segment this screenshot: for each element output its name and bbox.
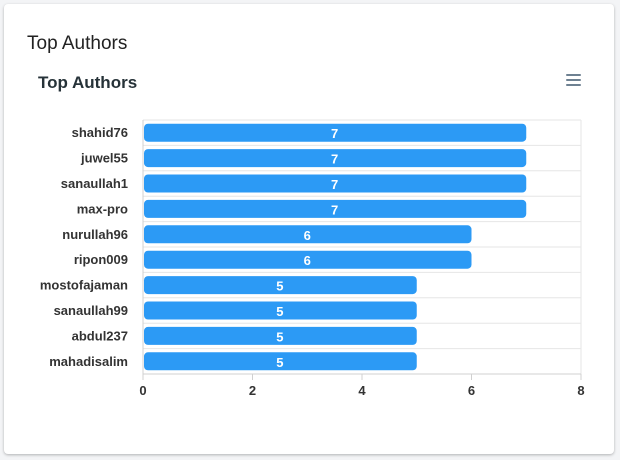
menu-line (566, 84, 581, 86)
data-label: 5 (276, 304, 283, 319)
bar (144, 199, 527, 218)
bar (144, 352, 417, 371)
bar (144, 276, 417, 295)
category-label: mostofajaman (40, 278, 128, 293)
data-label: 6 (304, 253, 311, 268)
x-tick-label: 4 (358, 383, 366, 398)
x-tick-label: 0 (139, 383, 146, 398)
bar (144, 301, 417, 320)
chart-title: Top Authors (38, 73, 138, 92)
category-label: juwel55 (80, 151, 128, 166)
bar (144, 174, 527, 193)
category-label: nurullah96 (62, 227, 128, 242)
data-label: 6 (304, 228, 311, 243)
menu-line (566, 74, 581, 76)
bar (144, 123, 527, 142)
bar (144, 225, 472, 244)
hamburger-menu-icon[interactable] (563, 71, 585, 91)
x-tick-label: 6 (468, 383, 475, 398)
card-title: Top Authors (27, 33, 128, 54)
x-tick-label: 8 (577, 383, 584, 398)
data-label: 7 (331, 126, 338, 141)
category-label: max-pro (77, 201, 128, 216)
bar (144, 149, 527, 168)
category-label: mahadisalim (49, 354, 128, 369)
data-label: 7 (331, 202, 338, 217)
data-label: 7 (331, 177, 338, 192)
data-label: 5 (276, 279, 283, 294)
bar (144, 326, 417, 345)
bar (144, 250, 472, 269)
category-label: abdul237 (72, 328, 128, 343)
data-label: 5 (276, 329, 283, 344)
data-label: 7 (331, 152, 338, 167)
category-label: shahid76 (72, 125, 128, 140)
data-label: 5 (276, 355, 283, 370)
category-label: ripon009 (74, 252, 128, 267)
menu-line (566, 79, 581, 81)
x-tick-label: 2 (249, 383, 256, 398)
category-label: sanaullah99 (54, 303, 128, 318)
category-label: sanaullah1 (61, 176, 128, 191)
